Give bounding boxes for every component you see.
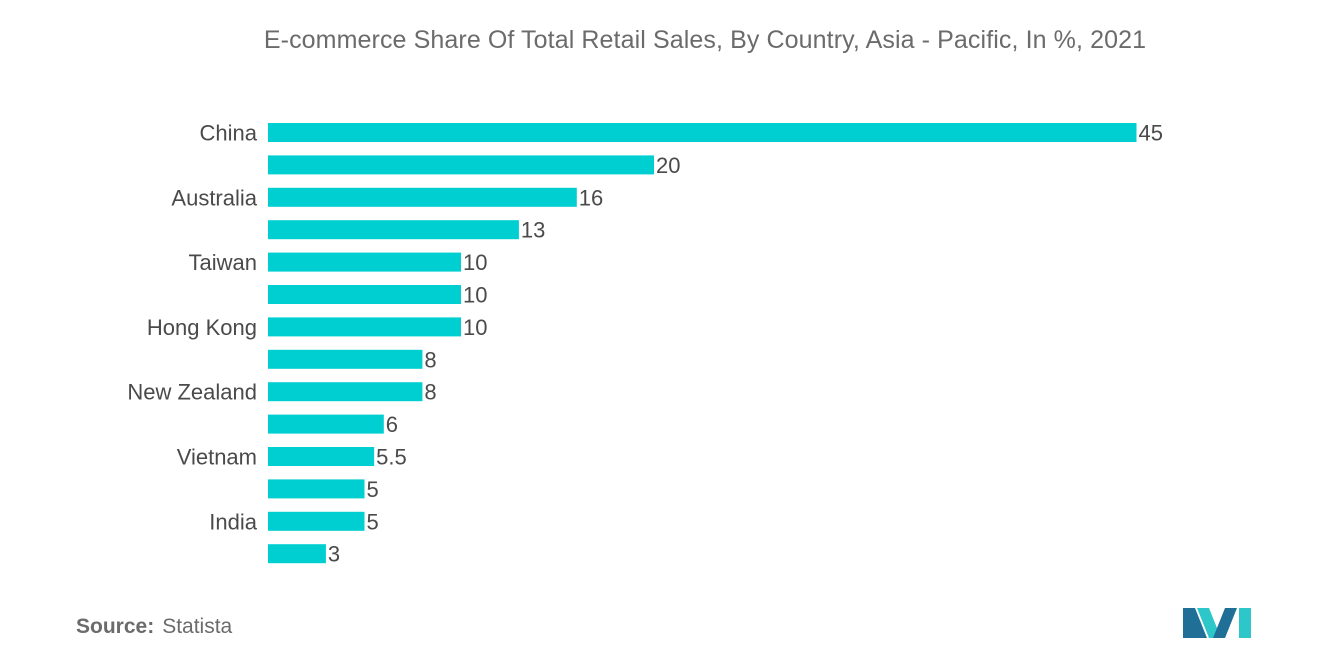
- data-label: 8: [424, 347, 436, 372]
- bar: [268, 511, 365, 531]
- logo-left-shape: [1183, 608, 1207, 638]
- category-label: Australia: [171, 185, 257, 210]
- bar: [268, 123, 1137, 142]
- logo-mid-left-shape: [1197, 608, 1221, 638]
- bar: [268, 479, 365, 499]
- bar: [268, 220, 519, 240]
- data-label: 6: [386, 412, 398, 437]
- data-label: 5.5: [376, 445, 407, 470]
- data-label: 10: [463, 250, 487, 275]
- bar: [268, 349, 423, 369]
- value-labels: 45 20 16 13 10 10 10 8 8 6 5.5 5 5 3: [328, 121, 1163, 567]
- logo-right-shape: [1239, 608, 1251, 638]
- data-label: 16: [579, 185, 603, 210]
- category-label: New Zealand: [127, 380, 257, 405]
- data-label: 3: [328, 542, 340, 567]
- data-label: 10: [463, 283, 487, 308]
- category-label: Vietnam: [177, 445, 257, 470]
- mordor-intelligence-logo-icon: [1183, 608, 1251, 638]
- data-label: 10: [463, 315, 487, 340]
- source-label: Source:: [76, 615, 155, 638]
- bar: [268, 155, 654, 175]
- category-labels: China Australia Taiwan Hong Kong New Zealand…: [127, 121, 257, 535]
- category-label: Taiwan: [189, 250, 257, 275]
- bar: [268, 544, 326, 564]
- bar: [268, 447, 375, 466]
- bar: [268, 285, 461, 304]
- data-label: 5: [367, 509, 379, 534]
- logo-mid-right-shape: [1213, 608, 1237, 638]
- bar: [268, 187, 577, 207]
- data-label: 13: [521, 218, 545, 243]
- data-label: 20: [656, 153, 680, 178]
- bar: [268, 317, 461, 337]
- data-label: 5: [367, 477, 379, 502]
- data-label: 45: [1139, 121, 1163, 146]
- bars: [268, 123, 1137, 564]
- bar-chart: China Australia Taiwan Hong Kong New Zealand…: [127, 121, 1163, 567]
- category-label: Hong Kong: [147, 315, 257, 340]
- chart-title: E-commerce Share Of Total Retail Sales, …: [263, 26, 1147, 54]
- bar: [268, 382, 423, 402]
- category-label: India: [209, 509, 257, 534]
- bar: [268, 414, 384, 434]
- data-label: 8: [424, 380, 436, 405]
- source-value: Statista: [162, 615, 233, 638]
- bar: [268, 252, 461, 272]
- source-note: Source: Statista: [76, 615, 232, 639]
- category-label: China: [200, 121, 258, 146]
